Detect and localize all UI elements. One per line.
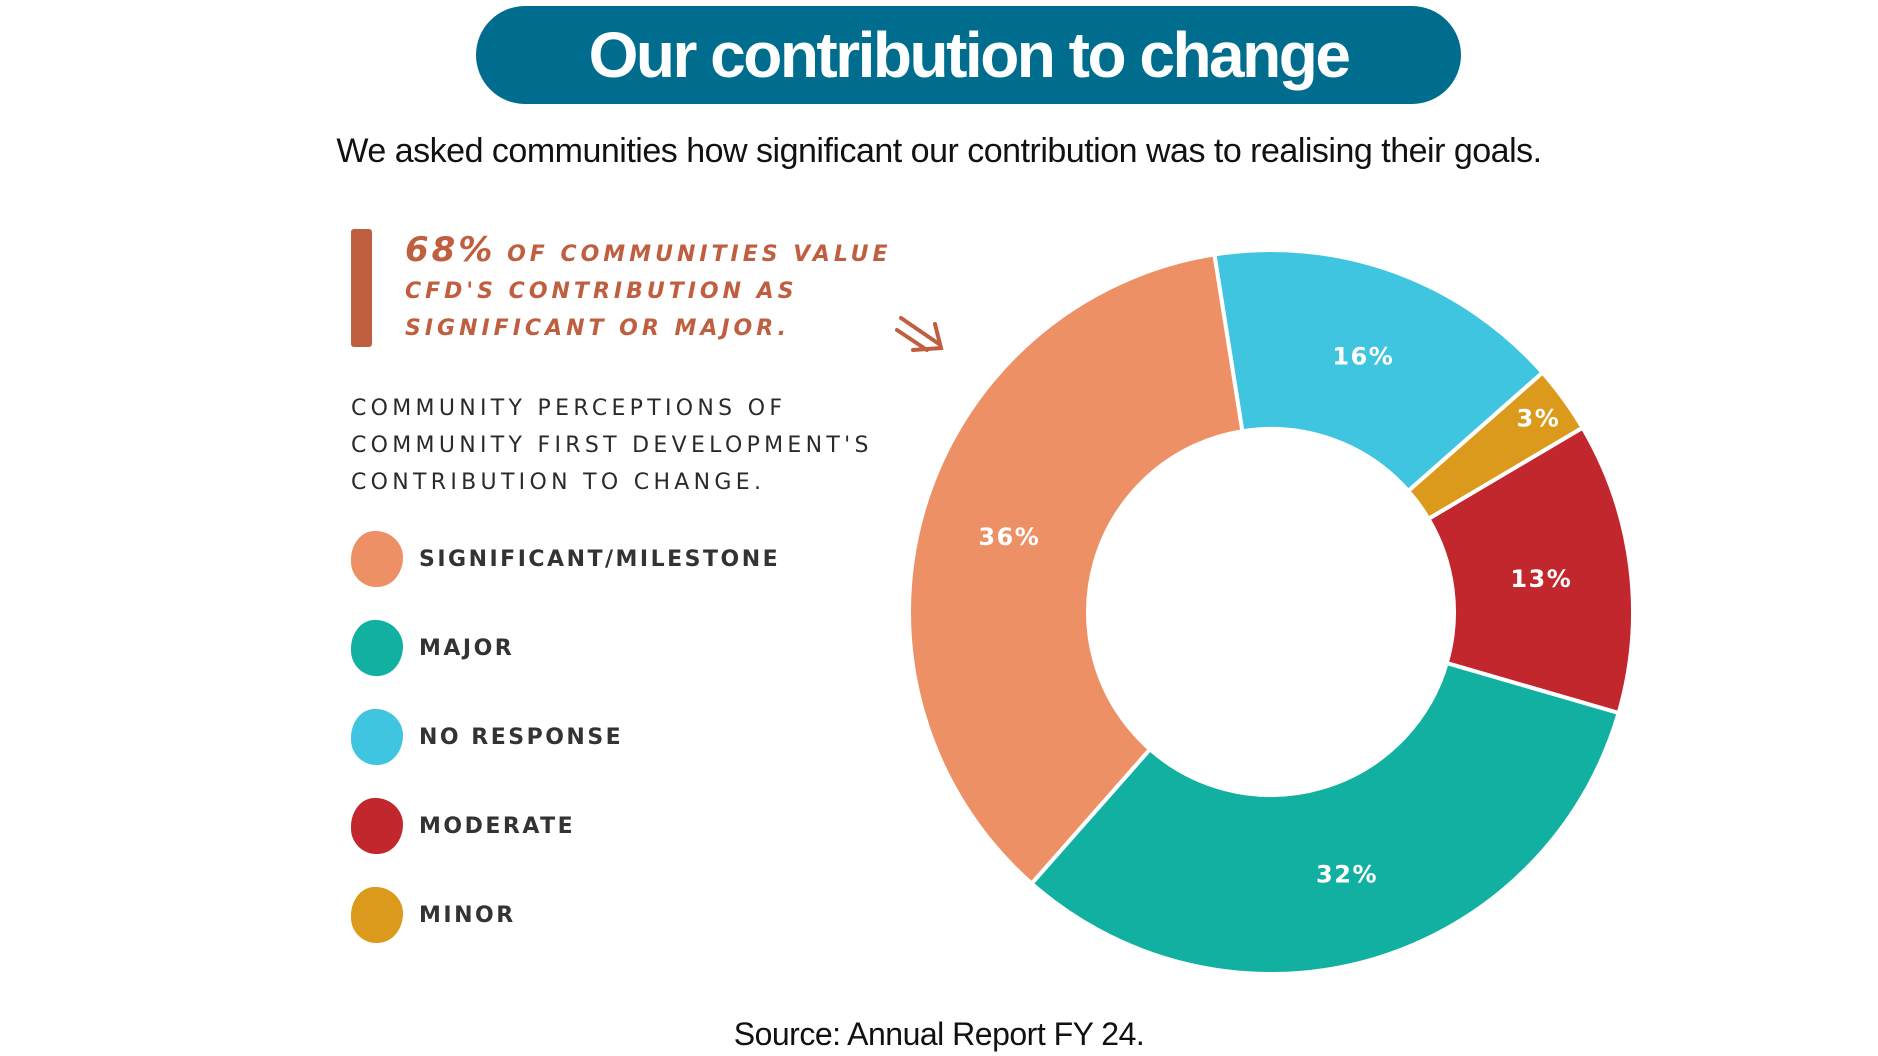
legend-item: MAJOR — [351, 619, 514, 677]
callout-percent: 68% — [405, 230, 496, 270]
legend-title-line-1: Community perceptions of — [351, 396, 787, 421]
legend-swatch — [351, 531, 403, 587]
donut-slice-no-response — [1212, 248, 1546, 494]
donut-slice-major — [1028, 660, 1622, 976]
slice-data-label: 13% — [1510, 565, 1572, 593]
legend-swatch — [351, 709, 403, 765]
legend-item: NO RESPONSE — [351, 708, 623, 766]
callout-line-1: of communities value — [507, 242, 892, 267]
slice-data-label: 36% — [978, 523, 1040, 551]
legend-item: SIGNIFICANT/MILESTONE — [351, 530, 780, 588]
slice-data-label: 16% — [1332, 343, 1394, 371]
slice-data-label: 3% — [1517, 405, 1561, 433]
legend-swatch — [351, 798, 403, 854]
legend-item: MODERATE — [351, 797, 575, 855]
arrow-icon — [895, 316, 944, 352]
legend-title-line-2: Community First Development's — [351, 433, 873, 458]
donut-slice-significant-milestone — [907, 252, 1245, 887]
legend-title-line-3: contribution to change. — [351, 470, 766, 495]
callout-line-2: CFD's contribution as — [405, 279, 798, 304]
legend-title: Community perceptions of Community First… — [351, 390, 931, 501]
source-note: Source: Annual Report FY 24. — [733, 1016, 1145, 1052]
callout-accent-bar — [351, 229, 372, 347]
legend-item: MINOR — [351, 886, 516, 944]
legend-swatch — [351, 620, 403, 676]
title-banner: Our contribution to change — [476, 6, 1461, 104]
legend-label: MINOR — [419, 902, 516, 928]
slice-data-label: 32% — [1316, 861, 1378, 889]
legend-label: MAJOR — [419, 635, 515, 661]
legend-label: MODERATE — [419, 813, 576, 839]
legend-label: SIGNIFICANT/MILESTONE — [419, 546, 781, 572]
page-subtitle: We asked communities how significant our… — [336, 132, 1542, 170]
legend-label: NO RESPONSE — [419, 724, 624, 750]
page-title: Our contribution to change — [588, 19, 1351, 91]
callout-line-3: significant or major. — [405, 316, 790, 341]
callout-text: 68% of communities value CFD's contribut… — [405, 232, 925, 347]
legend-swatch — [351, 887, 403, 943]
donut-slice-moderate — [1425, 424, 1635, 716]
